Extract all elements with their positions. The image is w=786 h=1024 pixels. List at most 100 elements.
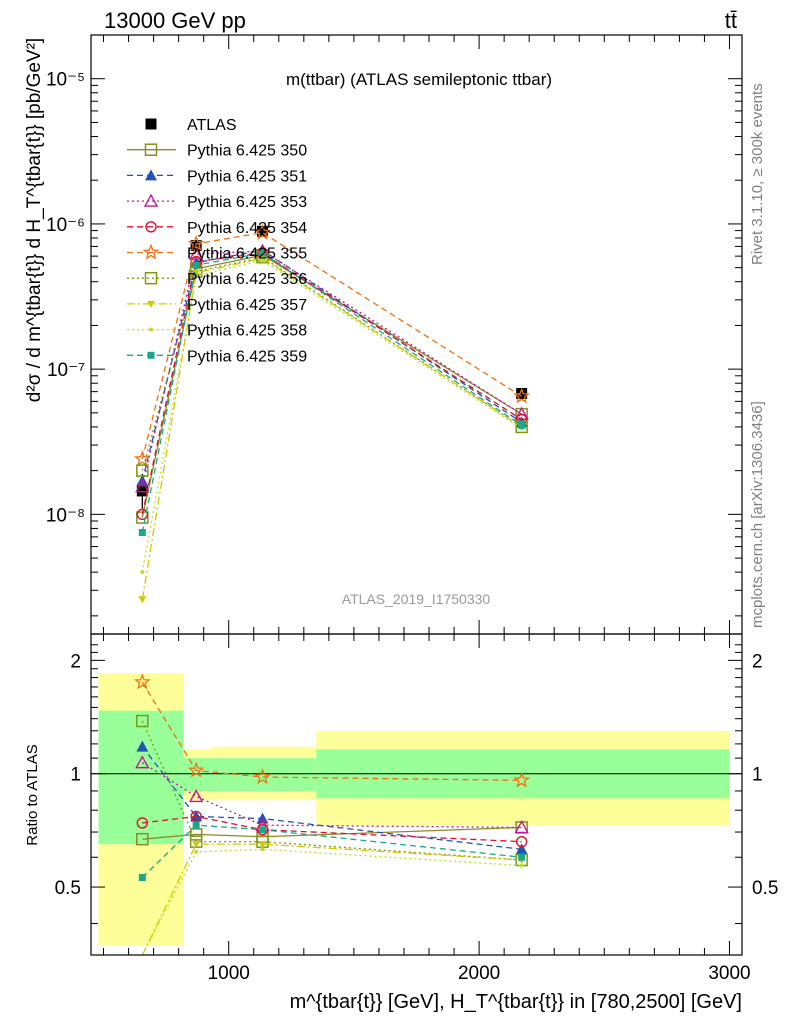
point-7-0 [138, 596, 147, 604]
ratio-series-3 [136, 810, 528, 848]
legend-marker-7 [147, 300, 155, 308]
point-5-3 [513, 387, 531, 404]
legend-label-7: Pythia 6.425 357 [187, 297, 307, 314]
ratio-y-tick-label-right: 2 [752, 651, 763, 672]
point-5-2 [254, 223, 271, 240]
main-plot-series [134, 223, 531, 604]
legend-marker-6 [144, 271, 158, 285]
point-9-0 [138, 528, 146, 536]
side-label-rivet: Rivet 3.1.10, ≥ 300k events [749, 83, 766, 265]
legend-marker-3 [143, 193, 159, 207]
ratio-plot-series [133, 673, 531, 956]
side-label-mcplots: mcplots.cern.ch [arXiv:1306.3436] [749, 401, 766, 628]
x-tick-label: 1000 [208, 963, 250, 984]
ratio-point-8-2 [259, 826, 267, 834]
ratio-y-tick-label: 0.5 [55, 878, 81, 899]
legend-label-5: Pythia 6.425 355 [187, 246, 307, 263]
legend-marker-4 [145, 221, 157, 233]
series-line-8 [141, 259, 523, 573]
point-8-1 [194, 273, 199, 278]
ratio-line-7 [141, 848, 522, 956]
ratio-point-3-2 [256, 824, 269, 836]
x-axis-label: m^{tbar{t}} [GeV], H_T^{tbar{t}} in [780… [290, 991, 742, 1013]
ratio-point-4-2 [254, 768, 271, 785]
point-4-0 [136, 508, 149, 521]
axis-ticks: 10⁻⁸ 10⁻⁷ 10⁻⁶ 10⁻⁵ 1000 2000 3000 0.5 0.5 1 1 2 2 [46, 34, 778, 984]
series-line-9 [141, 252, 523, 533]
y-axis-label-ratio: Ratio to ATLAS [24, 744, 41, 845]
y-axis-label-main: d²σ / d m^{tbar{t}} d H_T^{tbar{t}} [pb/… [24, 38, 45, 402]
point-6-3 [515, 420, 528, 434]
ratio-point-4-0 [133, 673, 151, 690]
series-line-1 [141, 254, 523, 518]
point-0-3 [516, 387, 528, 399]
ratio-point-3-3 [515, 835, 528, 848]
ratio-line-2 [141, 762, 522, 829]
band-inner-0 [98, 710, 184, 845]
ratio-y-tick-label-right: 1 [752, 765, 763, 786]
legend-marker-2 [145, 169, 157, 181]
ratio-point-7-3 [519, 863, 524, 868]
ratio-point-6-2 [258, 841, 267, 849]
series-9 [138, 249, 526, 536]
axes-frames [90, 34, 743, 956]
ratio-point-2-1 [188, 789, 204, 803]
header-left-label: 13000 GeV pp [104, 8, 246, 33]
legend-marker-1 [144, 143, 158, 156]
ratio-point-8-0 [138, 874, 146, 882]
ratio-point-7-1 [194, 849, 199, 854]
series-4 [136, 247, 528, 521]
ratio-line-5 [141, 720, 522, 861]
ratio-line-0 [142, 826, 522, 840]
point-5-1 [187, 235, 205, 251]
ratio-point-2-3 [514, 819, 529, 834]
ratio-point-4-1 [187, 761, 205, 778]
legend-label-4: Pythia 6.425 354 [187, 220, 307, 237]
ratio-line-8 [141, 824, 522, 878]
legend-label-8: Pythia 6.425 358 [187, 323, 307, 340]
legend: ATLAS Pythia 6.425 350 Pythia 6.425 351 Pyt… [127, 117, 307, 365]
ratio-series-7 [141, 847, 524, 956]
point-8-2 [260, 258, 265, 263]
ratio-y-tick-label: 2 [70, 651, 81, 672]
ratio-y-tick-label: 1 [70, 765, 81, 786]
series-1 [136, 248, 528, 524]
ratio-point-7-2 [260, 847, 265, 852]
legend-entry-9: Pythia 6.425 359 [127, 348, 307, 365]
legend-marker-0 [145, 118, 157, 130]
ratio-point-0-1 [189, 828, 203, 841]
series-line-6 [141, 256, 523, 471]
series-line-3 [141, 250, 523, 487]
point-9-2 [259, 249, 267, 257]
series-line-4 [141, 252, 523, 515]
watermark-label: ATLAS_2019_I1750330 [342, 591, 491, 607]
ratio-point-8-3 [518, 853, 526, 861]
ratio-point-3-0 [136, 817, 149, 829]
legend-label-3: Pythia 6.425 353 [187, 194, 307, 211]
ratio-frame [90, 633, 743, 956]
legend-entry-8: Pythia 6.425 358 [127, 323, 307, 340]
legend-entry-7: Pythia 6.425 357 [127, 297, 307, 314]
legend-label-1: Pythia 6.425 350 [187, 143, 307, 160]
series-8 [140, 258, 524, 575]
point-0-2 [257, 225, 269, 237]
legend-label-6: Pythia 6.425 356 [187, 271, 307, 288]
ratio-point-3-1 [190, 810, 202, 823]
ratio-point-5-0 [136, 714, 149, 728]
ratio-point-8-1 [192, 821, 200, 829]
ratio-point-1-3 [515, 843, 528, 855]
ratio-series-8 [138, 821, 526, 882]
ratio-line-3 [142, 815, 522, 843]
ratio-line-6 [141, 843, 522, 956]
ratio-point-0-0 [136, 832, 149, 846]
legend-marker-8 [149, 327, 153, 332]
y-tick-label: 10⁻⁶ [46, 215, 85, 236]
point-9-1 [192, 261, 200, 269]
legend-entry-5: Pythia 6.425 355 [127, 243, 307, 263]
point-9-3 [518, 421, 526, 429]
series-line-5 [141, 232, 523, 460]
ratio-series-4 [133, 673, 531, 788]
legend-entry-1: Pythia 6.425 350 [127, 143, 307, 160]
x-tick-label: 2000 [458, 963, 500, 984]
